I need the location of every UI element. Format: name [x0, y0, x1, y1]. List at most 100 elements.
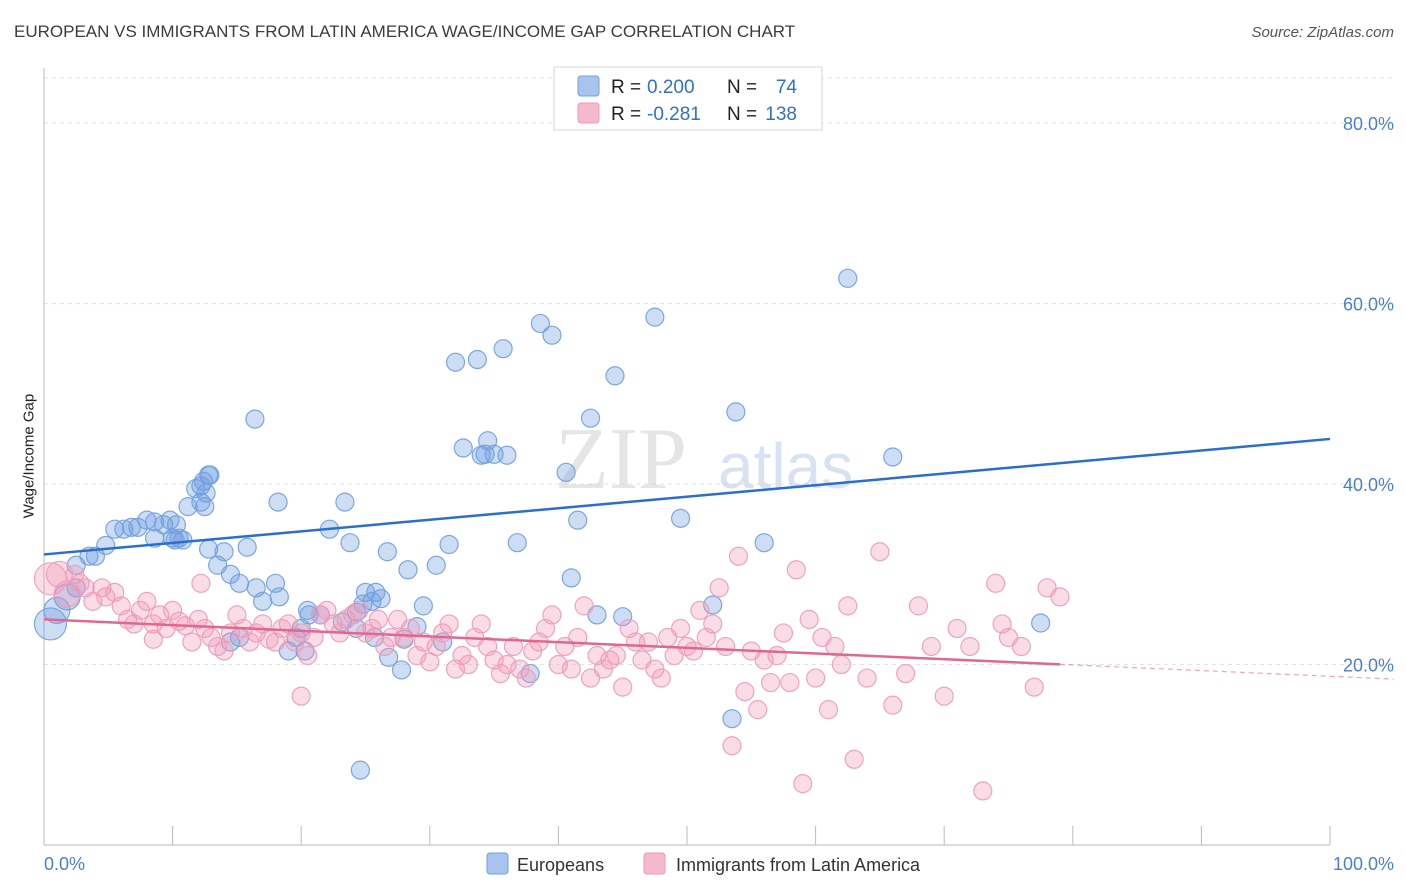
- latin-america-point: [921, 636, 941, 657]
- y-tick-label: 20.0%: [1343, 656, 1394, 676]
- watermark-zip: ZIP: [555, 411, 687, 508]
- latin-america-point: [53, 580, 81, 608]
- european-point: [838, 268, 858, 288]
- latin-america-point: [703, 614, 723, 634]
- latin-america-point: [561, 659, 581, 679]
- watermark-atlas: atlas: [718, 430, 853, 502]
- stats-n-value-europeans: 74: [776, 77, 798, 98]
- latin-america-point: [773, 623, 794, 643]
- latin-america-point: [857, 668, 877, 688]
- latin-america-point: [638, 632, 659, 652]
- latin-america-point: [137, 591, 157, 611]
- european-point: [426, 555, 446, 575]
- latin-america-point: [908, 596, 929, 616]
- european-point: [726, 402, 746, 422]
- latin-america-point: [793, 774, 813, 794]
- latin-america-point: [182, 632, 202, 652]
- latin-america-point: [1011, 636, 1031, 657]
- european-point: [413, 596, 433, 616]
- latin-america-point: [760, 672, 781, 693]
- european-point: [561, 568, 581, 588]
- european-point: [722, 709, 742, 729]
- european-point: [237, 537, 257, 557]
- latin-america-point: [960, 636, 980, 657]
- latin-america-point: [291, 623, 311, 643]
- latin-america-point: [838, 596, 858, 616]
- legend-label-latin-america: Immigrants from Latin America: [676, 855, 921, 875]
- y-tick-label: 40.0%: [1343, 475, 1394, 495]
- stats-r-label-latin-america: R =: [611, 104, 641, 125]
- latin-america-point: [767, 645, 787, 666]
- european-point: [200, 465, 220, 485]
- european-point: [883, 447, 903, 467]
- latin-america-point: [973, 781, 993, 801]
- legend-label-europeans: Europeans: [517, 855, 604, 875]
- x-tick-label-min: 0.0%: [44, 854, 85, 874]
- latin-america-point: [831, 654, 851, 675]
- y-tick-label: 80.0%: [1343, 114, 1394, 134]
- bottom-legend: Europeans Immigrants from Latin America: [486, 852, 921, 875]
- european-point: [371, 589, 391, 609]
- latin-america-point: [548, 654, 569, 675]
- stats-legend: R = 0.200 N = 74 R = -0.281 N = 138: [553, 66, 823, 131]
- latin-america-point: [349, 600, 369, 620]
- latin-america-point: [96, 587, 116, 607]
- european-point: [497, 445, 517, 465]
- european-point: [556, 462, 576, 482]
- y-tick-labels: 20.0% 40.0% 60.0% 80.0%: [1343, 114, 1394, 675]
- latin-america-point: [304, 627, 324, 648]
- european-point: [245, 409, 265, 429]
- european-point: [670, 508, 691, 528]
- latin-america-point: [934, 686, 954, 706]
- trend-line-latin-america-extension: [1059, 663, 1395, 680]
- european-point: [114, 519, 134, 539]
- grid-lines: [44, 77, 1394, 666]
- european-point: [196, 483, 216, 503]
- latin-america-point: [163, 600, 183, 620]
- european-point: [379, 647, 399, 667]
- latin-america-point: [471, 614, 491, 634]
- european-point: [580, 408, 601, 428]
- latin-america-point: [709, 578, 729, 598]
- european-point: [33, 607, 68, 641]
- latin-america-point: [748, 700, 768, 720]
- latin-america-point: [715, 636, 736, 657]
- trend-line-latin-america: [43, 618, 1060, 666]
- latin-america-point: [690, 600, 710, 620]
- european-point: [350, 760, 370, 780]
- x-tick-label-max: 100.0%: [1333, 854, 1394, 874]
- latin-america-point: [143, 629, 163, 649]
- latin-america-point: [896, 663, 916, 684]
- european-point: [530, 313, 550, 334]
- european-point: [493, 339, 513, 359]
- european-point: [754, 533, 774, 553]
- latin-america-point: [722, 736, 742, 756]
- latin-america-point: [728, 546, 749, 566]
- european-point: [445, 352, 466, 372]
- latin-america-point: [1050, 587, 1070, 607]
- european-point: [253, 591, 273, 611]
- latin-america-point: [735, 681, 755, 702]
- european-point: [542, 325, 562, 345]
- latin-america-point: [870, 542, 890, 562]
- latin-america-point: [516, 668, 536, 688]
- latin-america-point: [613, 677, 633, 697]
- european-point: [96, 535, 116, 556]
- latin-america-point: [606, 645, 626, 666]
- source-note: Source: ZipAtlas.com: [1251, 24, 1394, 41]
- latin-america-point: [298, 645, 318, 666]
- latin-america-point: [799, 609, 819, 630]
- european-point: [269, 587, 289, 607]
- european-point: [507, 533, 527, 553]
- stats-r-value-latin-america: -0.281: [647, 104, 701, 125]
- watermark: ZIP atlas: [555, 411, 853, 508]
- chart-title: EUROPEAN VS IMMIGRANTS FROM LATIN AMERIC…: [14, 22, 796, 41]
- latin-america-point: [651, 668, 671, 688]
- latin-america-point: [542, 605, 562, 625]
- european-point: [214, 542, 234, 562]
- latin-america-point: [986, 573, 1006, 593]
- european-point: [229, 573, 250, 593]
- latin-america-point: [683, 641, 704, 661]
- latin-america-point: [818, 700, 839, 720]
- legend-swatch-europeans: [486, 852, 509, 875]
